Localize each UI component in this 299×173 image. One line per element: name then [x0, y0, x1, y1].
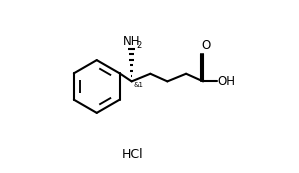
Text: NH: NH	[123, 35, 140, 48]
Text: HCl: HCl	[122, 148, 143, 161]
Text: &1: &1	[133, 82, 143, 88]
Text: O: O	[201, 39, 210, 52]
Text: 2: 2	[136, 41, 142, 50]
Text: OH: OH	[217, 75, 235, 88]
